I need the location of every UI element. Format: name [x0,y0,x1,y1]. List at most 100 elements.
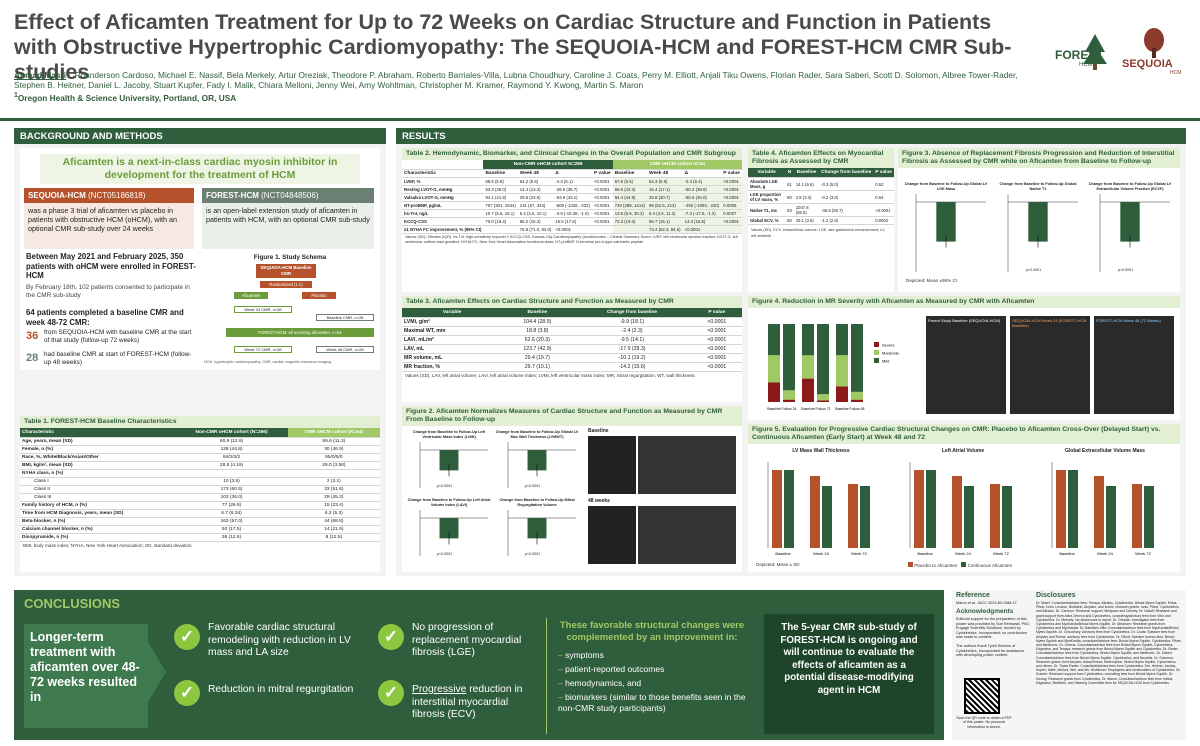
cell-value: -3.9 (-10.38, -1.0) [553,209,592,218]
column-header: Baseline [483,169,518,178]
figure2-title: Figure 2. Aficamten Normalizes Measures … [402,406,742,426]
table-row: Valsalva LVOT-G, mmHg 94.1 (41.9) 29.6 (23… [402,193,742,202]
cell-value: 10 (3.5) [175,477,288,486]
figure5-legend: Placebo to Aficamten Continuous Aficamte… [908,562,1012,569]
x-tick-label: Week 72 [1135,551,1151,556]
cell-value: <0.0001 [591,193,613,202]
conclusions-panel: CONCLUSIONS Longer-term treatment with a… [14,590,944,740]
chevron-right-icon [148,642,166,702]
cell-value: -60.6 (46.0) [682,193,722,202]
cell-value: 0.0005 [721,201,742,210]
table-row: KCCQ-CSS 70.0 (19.4) 86.2 (15.2) 15.5 (17.5… [402,217,742,226]
x-tick-label: Follow 72 [816,407,831,411]
bar [990,484,1000,548]
sequoia-tag: SEQUOIA-HCM (NCT05186818) [24,188,194,203]
legend-label: Moderate [882,351,900,356]
cmr-image-48w-2 [638,506,736,564]
cell-value [175,469,288,478]
table2-card: Table 2. Hemodynamic, Biomarker, and Cli… [402,148,742,292]
cell-value: 0.0002 [873,216,894,225]
row-label: Maximal WT, mm [402,326,503,336]
cell-value: -9.5 (14.1) [572,335,692,345]
x-tick-label: Baseline [801,407,814,411]
table-row: Resting LVOT-G, mmHg 53.3 (35.0) 14.4 (13.… [402,185,742,194]
cell-value: 53.3 (35.0) [483,185,518,194]
column-header: P value [721,169,742,178]
stacked-bar-segment [768,382,780,402]
cell-value: 2 (3.1) [287,477,380,486]
row-label: Calcium channel blocker, n (%) [20,525,176,534]
column-header: Baseline [612,169,648,178]
disclosures-text: Dr. Masri: Consultant/advisor fees: Tena… [1036,601,1182,685]
cell-value: -2.4 (2.3) [572,326,692,336]
cell-value: 14 (21.9) [287,525,380,534]
disclosures-title: Disclosures [1036,592,1076,599]
stacked-bar-segment [836,324,848,356]
row-label: LVEF, % [402,177,484,186]
table1: Characteristic Non-CMR oHCM cohort (N=28… [20,428,380,542]
cell-value: -7.3 (-17.6, -1.3) [682,209,722,218]
sequoia-tag-label: SEQUOIA-HCM [28,191,86,200]
cell-value: -10.1 (19.2) [572,353,692,363]
table-row: LVMi, g/m² 104.4 (28.9) -9.9 (18.1) <0.0001 [402,317,742,327]
fig1-note: HCM, hypertrophic cardiomyopathy; CMR, c… [204,360,332,364]
column-header: P value [591,169,613,178]
column-header: Change from baseline [819,168,874,178]
table4-note: Values (SD). ECV, extracellular volume; … [751,228,886,238]
panel-title: Left Atrial Volume [941,448,985,454]
row-label: Female, n (%) [20,445,176,454]
column-header: Week 48 [517,169,554,178]
cell-value: 60 [785,190,794,204]
cmr-image-baseline-2 [638,436,736,494]
list-item-text: patient-reported outcomes [565,664,665,674]
bar [1132,484,1142,548]
figure1-title: Figure 1. Study Schema [253,254,327,261]
change-bar [527,450,547,471]
n28-number: 28 [26,352,39,364]
cell-value: 70.0 (19.4) [483,217,518,226]
dash-icon: – [558,678,566,688]
cell-value: -9.9 (18.1) [572,317,692,327]
consent-text: By February 18th, 102 patients consented… [26,284,190,299]
cell-value: <0.0001 [721,177,742,186]
cell-value: 163 (57.0) [175,517,288,526]
change-bar [527,518,547,539]
cell-value: <0.0001 [682,225,722,234]
panel-title: Change from Baseline to Follow-Up Global… [904,182,988,191]
cell-value: 29 (45.3) [287,493,380,502]
cell-value: <0.0001 [691,317,742,327]
change-bar [1120,202,1140,242]
legend-swatch [874,342,879,347]
bar [1056,470,1066,548]
fig1-week72: Week 72 CMR, n=36 [234,346,292,353]
table-row: hs-TnI, ng/L 10.7 (5.6, 19.1) 6.4 (3.5, 10… [402,209,742,218]
table-row: ≥1 NYHA FC improvement, % (95% CI) 76.9 (… [402,225,742,234]
mini-bar-chart [1099,194,1170,272]
forest-box: FOREST-HCM (NCT04848506) is an open-labe… [202,188,374,249]
sequoia-text: was a phase 3 trial of aficamten vs plac… [24,203,194,249]
row-label: BMI, kg/m², mean (SD) [20,461,176,470]
row-label: Global ECV, % [748,216,786,225]
column-header: Δ [682,169,722,178]
legend-swatch-continuous [961,562,967,567]
qr-code[interactable] [964,678,1000,714]
cell-value: 86.2 (15.2) [517,217,554,226]
table4-body: Absolute LGE Mass, g 61 14.1 (6.6) -0.3 (5.… [748,177,894,225]
x-tick-label: Baseline [775,551,791,556]
table3-card: Table 3. Aficamten Effects on Cardiac St… [402,296,742,402]
bar [1068,470,1078,548]
cell-value: 94.4 (44.9) [612,193,648,202]
figure1: Figure 1. Study Schema SEQUOIA-HCM Basel… [204,254,376,368]
table-row: LAVi, mL/m² 62.6 (20.3) -9.5 (14.1) <0.0001 [402,335,742,345]
x-tick-label: Week 24 [955,551,971,556]
bar [1106,486,1116,548]
bar [1002,486,1012,548]
column-header: Week 48 [647,169,683,178]
table1-body: Age, years, mean (SD) 60.9 (12.9) 59.6 (11… [20,437,380,542]
list-item: – patient-reported outcomes [558,664,758,675]
bar [1144,486,1154,548]
table-row: Native T1, ms 63 1047.8 (55.5) -36.6 (55.7)… [748,203,894,217]
ack-title: Acknowledgments [956,608,1014,615]
cell-value: 99 (52.5, 213) [647,201,683,210]
row-label: LVMi, g/m² [402,317,503,327]
